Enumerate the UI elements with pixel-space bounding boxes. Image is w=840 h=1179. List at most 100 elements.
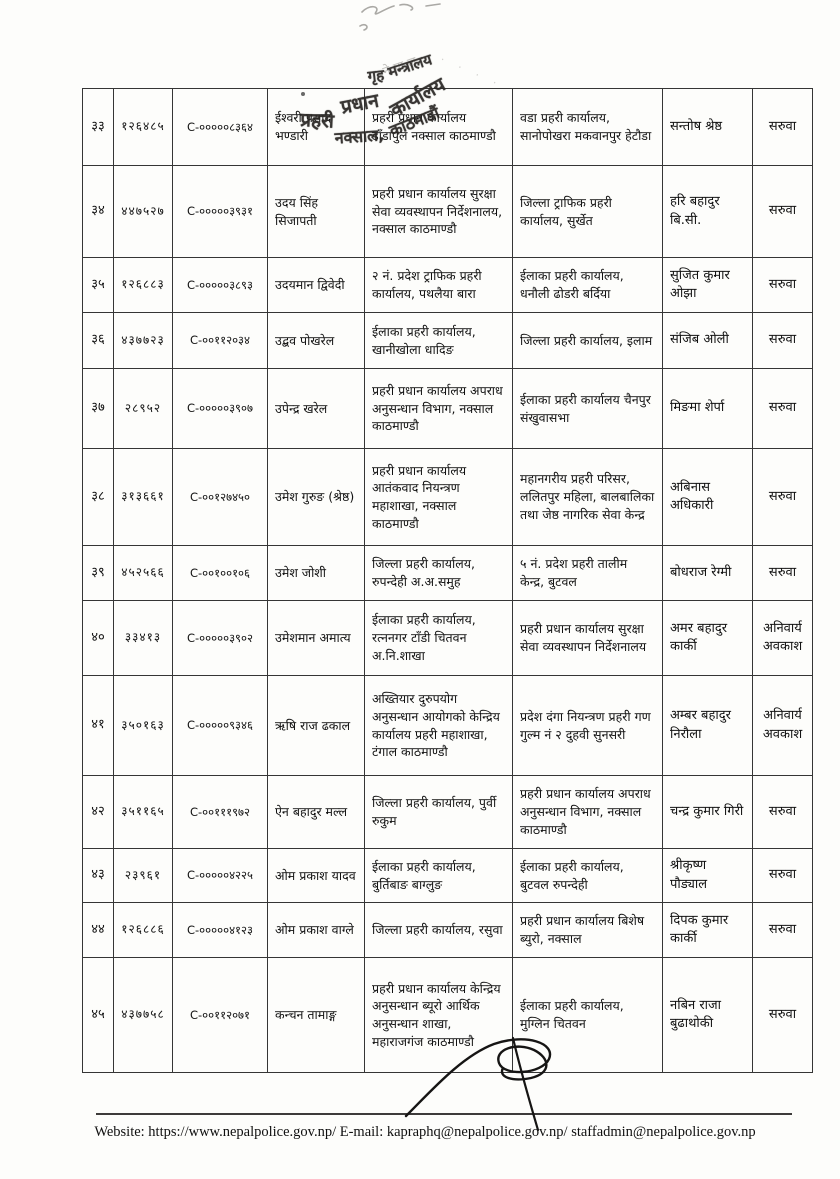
current-office-cell: प्रहरी प्रधान कार्यालय अपराध अनुसन्धान व… bbox=[364, 368, 513, 449]
status-cell: अनिवार्य अवकाश bbox=[752, 600, 813, 676]
current-office-cell: ईलाका प्रहरी कार्यालय, रत्ननगर टाँडी चित… bbox=[364, 600, 513, 676]
transfer-office-cell: जिल्ला ट्राफिक प्रहरी कार्यालय, सुर्खेत bbox=[512, 165, 663, 258]
officer-name-cell: उमेशमान अमात्य bbox=[267, 600, 365, 676]
status-cell: अनिवार्य अवकाश bbox=[752, 675, 813, 776]
serial-number-cell: ४५ bbox=[82, 957, 114, 1073]
employee-number-cell: ३१३६६१ bbox=[113, 448, 173, 546]
employee-number-cell: १२६८८६ bbox=[113, 902, 173, 958]
serial-number-cell: ४४ bbox=[82, 902, 114, 958]
replacement-name-cell: सुजित कुमार ओझा bbox=[662, 257, 753, 313]
employee-number-cell: ३५०१६३ bbox=[113, 675, 173, 776]
current-office-cell: २ नं. प्रदेश ट्राफिक प्रहरी कार्यालय, पथ… bbox=[364, 257, 513, 313]
employee-number-cell: ४४७५२७ bbox=[113, 165, 173, 258]
status-cell: सरुवा bbox=[752, 848, 813, 903]
transfer-office-cell: ईलाका प्रहरी कार्यालय, धनौली ढोडरी बर्दि… bbox=[512, 257, 663, 313]
stamp-ministry-line: गृह मन्त्रालय bbox=[365, 14, 594, 85]
code-number-cell: C-०००००३८९३ bbox=[172, 257, 268, 313]
officer-name-cell: उपेन्द्र खरेल bbox=[267, 368, 365, 449]
transfer-office-cell: प्रहरी प्रधान कार्यालय बिशेष ब्युरो, नक्… bbox=[512, 902, 663, 958]
employee-number-cell: २३९६१ bbox=[113, 848, 173, 903]
transfer-office-cell: ईलाका प्रहरी कार्यालय, बुटवल रुपन्देही bbox=[512, 848, 663, 903]
code-number-cell: C-००१११९७२ bbox=[172, 775, 268, 849]
code-number-cell: C-०००००३९०७ bbox=[172, 368, 268, 449]
officer-name-cell: ओम प्रकाश वाग्ले bbox=[267, 902, 365, 958]
serial-number-cell: ४१ bbox=[82, 675, 114, 776]
officer-name-cell: ऐन बहादुर मल्ल bbox=[267, 775, 365, 849]
replacement-name-cell: बोधराज रेग्मी bbox=[662, 545, 753, 601]
transfer-office-cell: प्रहरी प्रधान कार्यालय अपराध अनुसन्धान व… bbox=[512, 775, 663, 849]
status-cell: सरुवा bbox=[752, 88, 813, 166]
replacement-name-cell: श्रीकृष्ण पौड्याल bbox=[662, 848, 753, 903]
transfer-office-cell: ५ नं. प्रदेश प्रहरी तालीम केन्द्र, बुटवल bbox=[512, 545, 663, 601]
replacement-name-cell: अम्बर बहादुर निरौला bbox=[662, 675, 753, 776]
serial-number-cell: ३६ bbox=[82, 312, 114, 369]
pencil-scribble bbox=[359, 3, 441, 31]
current-office-cell: जिल्ला प्रहरी कार्यालय, रुपन्देही अ.अ.सम… bbox=[364, 545, 513, 601]
code-number-cell: C-०००००४२२५ bbox=[172, 848, 268, 903]
transfer-office-cell: महानगरीय प्रहरी परिसर, ललितपुर महिला, बा… bbox=[512, 448, 663, 546]
current-office-cell: प्रहरी प्रधान कार्यालय केन्द्रिय अनुसन्ध… bbox=[364, 957, 513, 1073]
table-row: ३६ ४३७७२३ C-००११२०३४ उद्बव पोखरेल ईलाका … bbox=[82, 312, 813, 369]
stamp-word: मन्त्रालय bbox=[386, 50, 435, 82]
table-row: ३३ १२६४८५ C-०००००८३६४ ईश्वरी प्रसाद भण्ड… bbox=[82, 88, 813, 166]
status-cell: सरुवा bbox=[752, 957, 813, 1073]
code-number-cell: C-००१००१०६ bbox=[172, 545, 268, 601]
transfer-office-cell: जिल्ला प्रहरी कार्यालय, इलाम bbox=[512, 312, 663, 369]
transfer-table-body: ३३ १२६४८५ C-०००००८३६४ ईश्वरी प्रसाद भण्ड… bbox=[82, 88, 813, 1073]
status-cell: सरुवा bbox=[752, 902, 813, 958]
employee-number-cell: २८९५२ bbox=[113, 368, 173, 449]
current-office-cell: ईलाका प्रहरी कार्यालय, खानीखोला धादिङ bbox=[364, 312, 513, 369]
code-number-cell: C-००१२७४५० bbox=[172, 448, 268, 546]
table-row: ३८ ३१३६६१ C-००१२७४५० उमेश गुरुङ (श्रेष्ठ… bbox=[82, 448, 813, 546]
transfer-office-cell: प्रहरी प्रधान कार्यालय सुरक्षा सेवा व्यव… bbox=[512, 600, 663, 676]
current-office-cell: जिल्ला प्रहरी कार्यालय, रसुवा bbox=[364, 902, 513, 958]
code-number-cell: C-००११२०७१ bbox=[172, 957, 268, 1073]
employee-number-cell: ४५२५६६ bbox=[113, 545, 173, 601]
replacement-name-cell: मिङमा शेर्पा bbox=[662, 368, 753, 449]
status-cell: सरुवा bbox=[752, 257, 813, 313]
current-office-cell: जिल्ला प्रहरी कार्यालय, पुर्वी रुकुम bbox=[364, 775, 513, 849]
serial-number-cell: ३९ bbox=[82, 545, 114, 601]
transfer-office-cell: प्रदेश दंगा नियन्त्रण प्रहरी गण गुल्म नं… bbox=[512, 675, 663, 776]
current-office-cell: ईलाका प्रहरी कार्यालय, बुर्तिबाङ बाग्लुङ bbox=[364, 848, 513, 903]
status-cell: सरुवा bbox=[752, 545, 813, 601]
table-row: ३४ ४४७५२७ C-०००००३९३१ उदय सिंह सिजापती प… bbox=[82, 165, 813, 258]
transfer-office-cell: वडा प्रहरी कार्यालय, सानोपोखरा मकवानपुर … bbox=[512, 88, 663, 166]
status-cell: सरुवा bbox=[752, 368, 813, 449]
code-number-cell: C-०००००३९०२ bbox=[172, 600, 268, 676]
replacement-name-cell: हरि बहादुर बि.सी. bbox=[662, 165, 753, 258]
table-row: ४२ ३५११६५ C-००१११९७२ ऐन बहादुर मल्ल जिल्… bbox=[82, 775, 813, 849]
employee-number-cell: ३५११६५ bbox=[113, 775, 173, 849]
table-row: ४४ १२६८८६ C-०००००४१२३ ओम प्रकाश वाग्ले ज… bbox=[82, 902, 813, 958]
officer-name-cell: उदयमान द्विवेदी bbox=[267, 257, 365, 313]
status-cell: सरुवा bbox=[752, 165, 813, 258]
table-row: ४५ ४३७७५८ C-००११२०७१ कन्चन तामाङ्ग प्रहर… bbox=[82, 957, 813, 1073]
serial-number-cell: ३३ bbox=[82, 88, 114, 166]
officer-name-cell: ओम प्रकाश यादव bbox=[267, 848, 365, 903]
serial-number-cell: ३५ bbox=[82, 257, 114, 313]
table-row: ३९ ४५२५६६ C-००१००१०६ उमेश जोशी जिल्ला प्… bbox=[82, 545, 813, 601]
serial-number-cell: ४२ bbox=[82, 775, 114, 849]
officer-name-cell: उमेश जोशी bbox=[267, 545, 365, 601]
current-office-cell: अख्तियार दुरुपयोग अनुसन्धान आयोगको केन्द… bbox=[364, 675, 513, 776]
officer-name-cell: ऋषि राज ढकाल bbox=[267, 675, 365, 776]
table-row: ४१ ३५०१६३ C-०००००९३४६ ऋषि राज ढकाल अख्ति… bbox=[82, 675, 813, 776]
replacement-name-cell: चन्द्र कुमार गिरी bbox=[662, 775, 753, 849]
code-number-cell: C-०००००९३४६ bbox=[172, 675, 268, 776]
footer-contact-line: Website: https://www.nepalpolice.gov.np/… bbox=[94, 1124, 756, 1140]
faint-stamp-text: नेपाल bbox=[381, 53, 423, 80]
stamp-word: गृह bbox=[366, 65, 385, 86]
table-row: ३७ २८९५२ C-०००००३९०७ उपेन्द्र खरेल प्रहर… bbox=[82, 368, 813, 449]
employee-number-cell: ३३४१३ bbox=[113, 600, 173, 676]
code-number-cell: C-०००००३९३१ bbox=[172, 165, 268, 258]
employee-number-cell: १२६८८३ bbox=[113, 257, 173, 313]
officer-name-cell: उदय सिंह सिजापती bbox=[267, 165, 365, 258]
employee-number-cell: ४३७७५८ bbox=[113, 957, 173, 1073]
serial-number-cell: ४३ bbox=[82, 848, 114, 903]
status-cell: सरुवा bbox=[752, 775, 813, 849]
code-number-cell: C-००११२०३४ bbox=[172, 312, 268, 369]
serial-number-cell: ३७ bbox=[82, 368, 114, 449]
status-cell: सरुवा bbox=[752, 312, 813, 369]
current-office-cell: प्रहरी प्रधान कार्यालय डाँडापुल नक्साल क… bbox=[364, 88, 513, 166]
